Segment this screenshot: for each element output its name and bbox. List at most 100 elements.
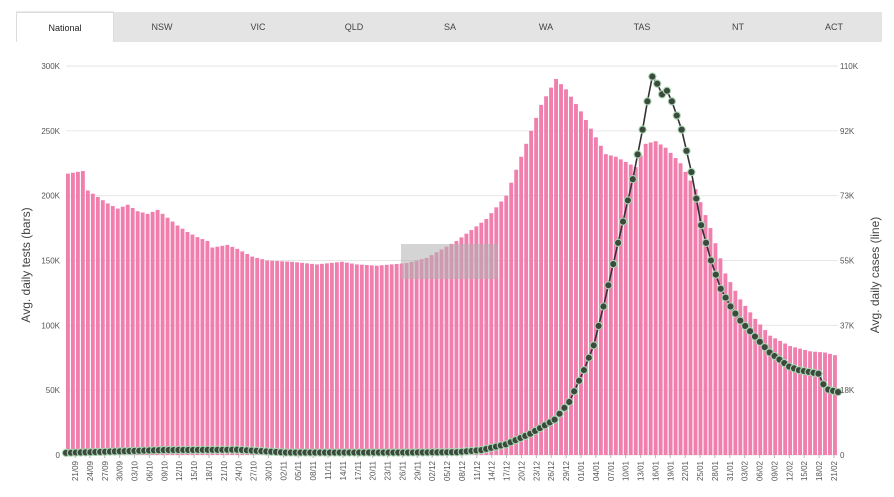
tab-act[interactable]: ACT [825, 22, 843, 32]
bar [544, 96, 549, 455]
tab-wa[interactable]: WA [538, 22, 554, 32]
point [579, 365, 589, 375]
x-tick-label: 15/02 [800, 460, 809, 481]
bar [105, 203, 110, 455]
y-tick-left: 50K [46, 386, 61, 395]
point [584, 353, 593, 362]
point [643, 97, 652, 106]
bar [474, 226, 479, 455]
region-tabs: National NSW VIC QLD SA WA TAS NT ACT [16, 12, 882, 42]
point [741, 321, 750, 331]
bar [354, 264, 359, 455]
bar [190, 234, 195, 455]
point [604, 281, 613, 290]
bar [175, 225, 180, 455]
bar [155, 209, 160, 455]
point [755, 337, 764, 346]
bar [564, 89, 568, 455]
bar [409, 261, 414, 455]
bar [583, 120, 588, 455]
bar [364, 265, 369, 455]
bar [798, 348, 803, 455]
x-tick-label: 18/02 [815, 460, 824, 481]
y-tick-left: 150K [41, 257, 60, 266]
bar [758, 324, 763, 455]
x-tick-label: 01/01 [577, 460, 586, 481]
x-tick-label: 04/01 [592, 460, 601, 481]
point [814, 369, 823, 378]
bar [549, 87, 553, 456]
y-tick-right: 55K [840, 257, 855, 266]
tab-nt[interactable]: NT [732, 22, 744, 32]
x-tick-label: 20/12 [517, 460, 526, 481]
point [682, 146, 691, 156]
bar [733, 290, 738, 455]
x-tick-label: 12/02 [785, 460, 794, 481]
bar [623, 161, 628, 455]
bar [349, 263, 354, 455]
x-tick-label: 30/10 [264, 460, 273, 481]
y-tick-right: 37K [840, 321, 855, 330]
point [628, 175, 637, 184]
bar [220, 245, 225, 455]
bar [559, 84, 563, 456]
point [687, 167, 696, 177]
bar [310, 263, 314, 455]
x-tick-label: 07/01 [607, 460, 616, 481]
bar [379, 265, 384, 455]
bar [778, 340, 783, 455]
point [599, 302, 608, 311]
bar [270, 260, 275, 455]
bar [449, 243, 454, 455]
bar [305, 263, 309, 455]
bar [245, 254, 250, 455]
bar [290, 261, 295, 455]
y-tick-right: 73K [840, 192, 855, 201]
tab-tas[interactable]: TAS [633, 22, 651, 32]
tab-nsw[interactable]: NSW [151, 22, 173, 32]
selection-band [401, 244, 498, 279]
line-series-cases [61, 72, 843, 458]
point [701, 238, 711, 247]
x-tick-label: 23/12 [532, 460, 541, 481]
x-tick-label: 14/12 [488, 460, 497, 481]
tab-vic[interactable]: VIC [250, 22, 266, 32]
x-tick-label: 18/10 [205, 460, 214, 481]
bar [195, 237, 200, 455]
tab-national[interactable]: National [16, 12, 114, 42]
bar [95, 196, 100, 455]
bar [320, 263, 324, 455]
x-tick-label: 08/12 [458, 460, 467, 481]
bar [773, 338, 778, 455]
point [760, 342, 769, 352]
bar [723, 273, 728, 455]
bar [70, 172, 75, 455]
point [565, 397, 574, 407]
bar [823, 352, 827, 455]
bar [524, 143, 529, 456]
bar [638, 155, 643, 455]
point [706, 256, 716, 265]
bar [160, 213, 165, 455]
point [638, 125, 647, 134]
x-tick-label: 31/01 [726, 460, 735, 481]
bar [464, 233, 469, 455]
y-tick-right: 0 [840, 451, 845, 460]
point [653, 79, 662, 88]
bar [235, 248, 240, 455]
bar [519, 156, 524, 455]
point [667, 97, 677, 106]
bar [793, 347, 798, 455]
x-tick-label: 22/01 [681, 460, 690, 481]
bar [613, 156, 618, 455]
x-tick-label: 24/09 [86, 460, 95, 481]
tab-sa[interactable]: SA [443, 22, 456, 32]
x-tick-label: 23/11 [384, 460, 393, 480]
tab-qld[interactable]: QLD [344, 22, 364, 32]
bar [738, 299, 743, 455]
y-axis-left-title: Avg. daily tests (bars) [19, 207, 33, 322]
bar [504, 195, 509, 456]
bar [569, 96, 573, 455]
point [833, 387, 843, 397]
